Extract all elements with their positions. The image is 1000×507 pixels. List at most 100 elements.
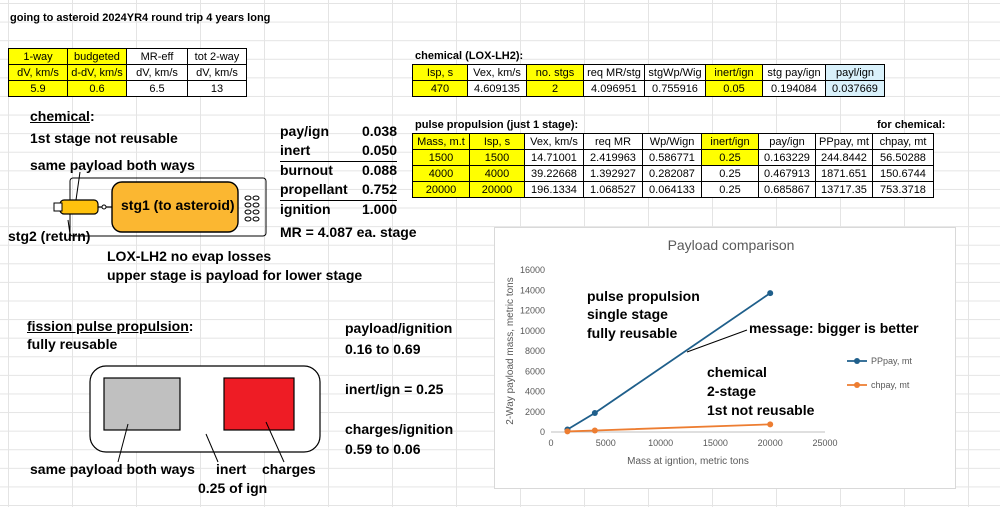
charges-pointer-line bbox=[265, 421, 285, 463]
dv-value-cell[interactable]: 13 bbox=[187, 80, 247, 97]
pulse-cell[interactable]: 0.25 bbox=[701, 181, 759, 198]
stage2-nozzle bbox=[53, 202, 63, 212]
chemical-heading: chemical: bbox=[30, 108, 95, 124]
pulse-cell[interactable]: 20000 bbox=[469, 181, 525, 198]
chem-value-cell[interactable]: 4.609135 bbox=[467, 80, 527, 97]
pulse-cell[interactable]: 4000 bbox=[412, 165, 470, 182]
pulse-cell[interactable]: 1.068527 bbox=[583, 181, 643, 198]
pulse-header-cell[interactable]: Mass, m.t bbox=[412, 133, 470, 150]
payload-chart[interactable]: Payload comparison 0 2000 4000 6000 8000 1000… bbox=[494, 227, 956, 489]
y-tick-label: 8000 bbox=[525, 346, 545, 356]
pp-annotation-3: fully reusable bbox=[587, 325, 677, 341]
chem-value-cell[interactable]: 0.05 bbox=[705, 80, 763, 97]
pulse-cell[interactable]: 150.6744 bbox=[872, 165, 934, 182]
pp-annotation-2: single stage bbox=[587, 306, 668, 322]
dv-unit-cell[interactable]: dV, km/s bbox=[8, 64, 68, 81]
fission-heading-text: fission pulse propulsion bbox=[27, 318, 189, 334]
pulse-header-cell[interactable]: Wp/Wign bbox=[642, 133, 702, 150]
pulse-cell[interactable]: 1500 bbox=[412, 149, 470, 166]
mass-row-value: 0.088 bbox=[361, 162, 397, 178]
pulse-cell[interactable]: 2.419963 bbox=[583, 149, 643, 166]
dv-header-cell[interactable]: MR-eff bbox=[126, 48, 188, 65]
chem-value-cell[interactable]: 4.096951 bbox=[583, 80, 645, 97]
pulse-cell[interactable]: 56.50288 bbox=[872, 149, 934, 166]
chemical-heading-colon: : bbox=[89, 108, 95, 124]
dv-header-cell[interactable]: 1-way bbox=[8, 48, 68, 65]
dv-value-cell[interactable]: 5.9 bbox=[8, 80, 68, 97]
chem-header-cell[interactable]: Isp, s bbox=[412, 64, 468, 81]
chem-value-cell[interactable]: 0.755916 bbox=[644, 80, 706, 97]
pulse-cell[interactable]: 0.163229 bbox=[758, 149, 816, 166]
pulse-header-cell[interactable]: Isp, s bbox=[469, 133, 525, 150]
pulse-cell[interactable]: 14.71001 bbox=[524, 149, 584, 166]
payload-ign-label: payload/ignition bbox=[345, 320, 453, 336]
dv-unit-cell[interactable]: dV, km/s bbox=[187, 64, 247, 81]
chem-header-cell[interactable]: inert/ign bbox=[705, 64, 763, 81]
chem-header-cell[interactable]: stgWp/Wig bbox=[644, 64, 706, 81]
chem-header-cell[interactable]: stg pay/ign bbox=[762, 64, 826, 81]
chem-header-cell[interactable]: req MR/stg bbox=[583, 64, 645, 81]
ch-annotation-1: chemical bbox=[707, 364, 767, 380]
pulse-header-cell[interactable]: pay/ign bbox=[758, 133, 816, 150]
y-tick-label: 4000 bbox=[525, 387, 545, 397]
chem-value-cell[interactable]: 470 bbox=[412, 80, 468, 97]
data-point bbox=[767, 421, 774, 428]
legend-label: chpay, mt bbox=[871, 380, 910, 390]
x-tick-label: 20000 bbox=[758, 438, 783, 448]
pulse-header-cell[interactable]: Vex, km/s bbox=[524, 133, 584, 150]
y-tick-label: 6000 bbox=[525, 366, 545, 376]
mass-row: ignition 1.000 bbox=[280, 201, 397, 220]
pulse-header-cell[interactable]: req MR bbox=[583, 133, 643, 150]
dv-unit-cell[interactable]: dV, km/s bbox=[126, 64, 188, 81]
stage2-label: stg2 (return) bbox=[8, 228, 91, 244]
charges-box bbox=[223, 377, 295, 431]
pulse-cell[interactable]: 0.25 bbox=[701, 149, 759, 166]
pulse-header-cell[interactable]: inert/ign bbox=[701, 133, 759, 150]
pulse-cell[interactable]: 0.586771 bbox=[642, 149, 702, 166]
data-point bbox=[767, 290, 774, 297]
chem-value-cell[interactable]: 0.194084 bbox=[762, 80, 826, 97]
dv-value-cell[interactable]: 6.5 bbox=[126, 80, 188, 97]
ch-annotation-3: 1st not reusable bbox=[707, 402, 815, 418]
pulse-header-cell[interactable]: chpay, mt bbox=[872, 133, 934, 150]
payload-pointer bbox=[75, 172, 81, 201]
pulse-cell[interactable]: 20000 bbox=[412, 181, 470, 198]
chem-header-cell[interactable]: Vex, km/s bbox=[467, 64, 527, 81]
x-tick-label: 10000 bbox=[648, 438, 673, 448]
pulse-cell[interactable]: 1.392927 bbox=[583, 165, 643, 182]
mass-row-value: 0.752 bbox=[361, 181, 397, 197]
pulse-cell[interactable]: 0.467913 bbox=[758, 165, 816, 182]
chem-header-cell[interactable]: payl/ign bbox=[825, 64, 885, 81]
pulse-header-cell[interactable]: PPpay, mt bbox=[815, 133, 873, 150]
pulse-cell[interactable]: 39.22668 bbox=[524, 165, 584, 182]
pulse-cell[interactable]: 1871.651 bbox=[815, 165, 873, 182]
chem-value-cell[interactable]: 2 bbox=[526, 80, 584, 97]
pulse-cell[interactable]: 753.3718 bbox=[872, 181, 934, 198]
fission-same-payload: same payload both ways bbox=[30, 461, 195, 477]
pulse-cell[interactable]: 4000 bbox=[469, 165, 525, 182]
dv-header-cell[interactable]: tot 2-way bbox=[187, 48, 247, 65]
chem-value-cell[interactable]: 0.037669 bbox=[825, 80, 885, 97]
pulse-cell[interactable]: 0.685867 bbox=[758, 181, 816, 198]
mass-row: propellant 0.752 bbox=[280, 181, 397, 201]
chem-table: Isp, s Vex, km/s no. stgs req MR/stg stg… bbox=[412, 64, 885, 97]
dv-value-cell[interactable]: 0.6 bbox=[67, 80, 127, 97]
x-tick-label: 5000 bbox=[596, 438, 616, 448]
chemical-line1: 1st stage not reusable bbox=[30, 130, 178, 146]
pulse-cell[interactable]: 0.064133 bbox=[642, 181, 702, 198]
dv-unit-cell[interactable]: d-dV, km/s bbox=[67, 64, 127, 81]
fission-inert-fraction: 0.25 of ign bbox=[198, 480, 268, 496]
y-tick-label: 14000 bbox=[520, 285, 545, 295]
chart-annotations: pulse propulsion single stage fully reus… bbox=[587, 288, 919, 418]
pulse-cell[interactable]: 13717.35 bbox=[815, 181, 873, 198]
pulse-cell[interactable]: 0.282087 bbox=[642, 165, 702, 182]
data-point bbox=[564, 428, 571, 435]
dv-header-cell[interactable]: budgeted bbox=[67, 48, 127, 65]
sheet-title: going to asteroid 2024YR4 round trip 4 y… bbox=[10, 12, 271, 24]
pulse-cell[interactable]: 244.8442 bbox=[815, 149, 873, 166]
pulse-cell[interactable]: 1500 bbox=[469, 149, 525, 166]
mass-row-value: 1.000 bbox=[361, 201, 397, 217]
chem-header-cell[interactable]: no. stgs bbox=[526, 64, 584, 81]
pulse-cell[interactable]: 0.25 bbox=[701, 165, 759, 182]
pulse-cell[interactable]: 196.1334 bbox=[524, 181, 584, 198]
